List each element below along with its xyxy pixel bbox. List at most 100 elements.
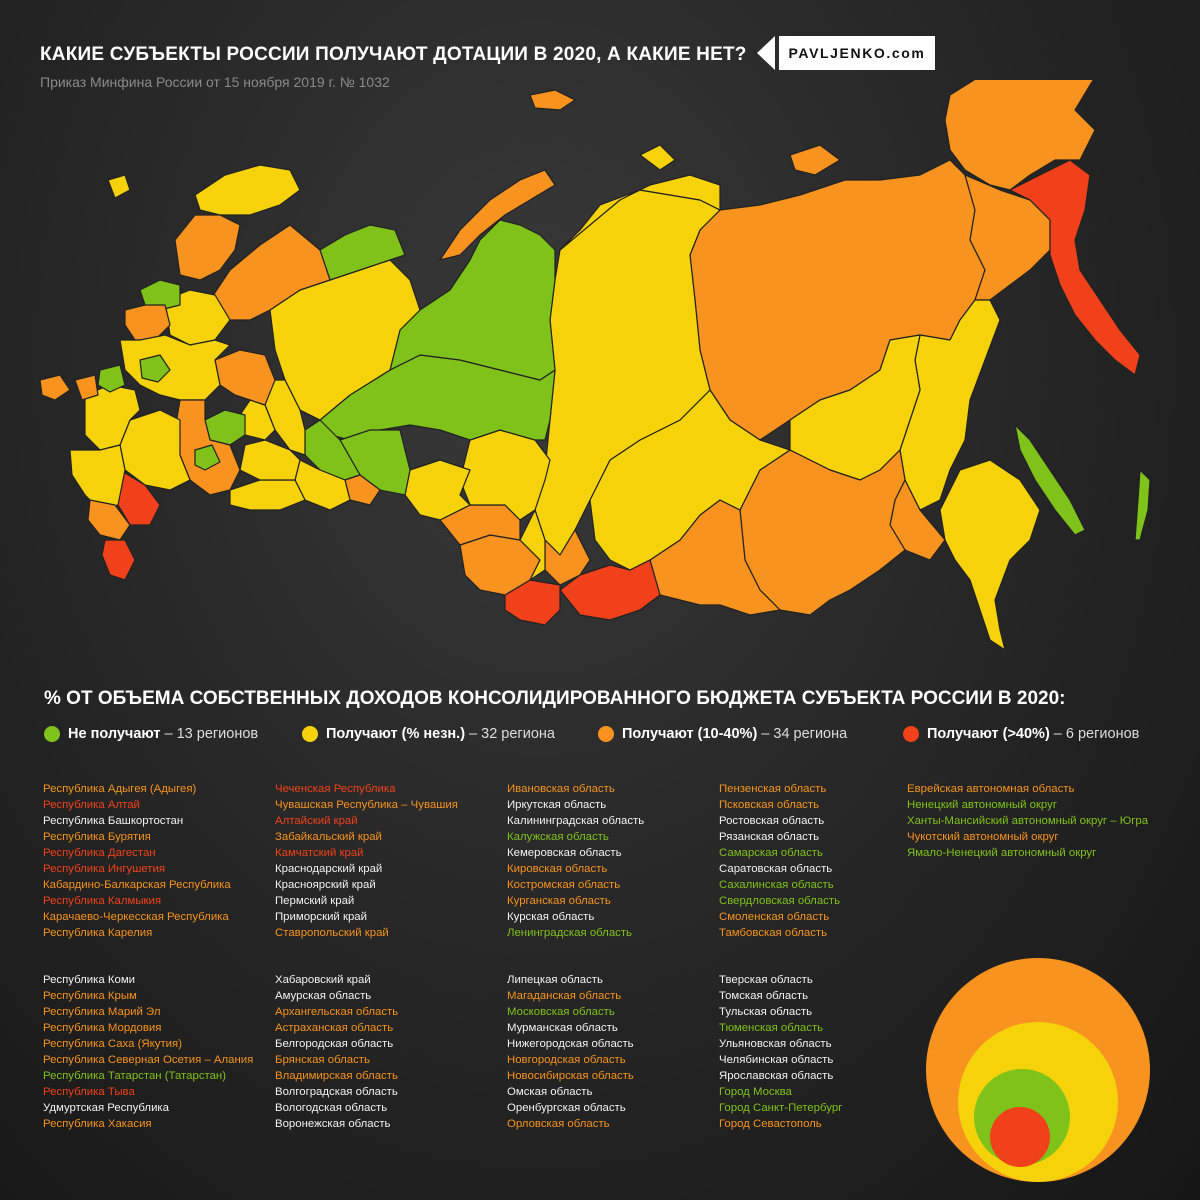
region-list-item: Республика Северная Осетия – Алания [43,1054,254,1066]
map-region-franz-josef [529,89,576,111]
region-list-item: Город Москва [719,1086,792,1098]
region-list-col1a: Республика Адыгея (Адыгея) Республика Алт… [43,781,231,941]
region-list-item: Республика Башкортостан [43,815,184,827]
region-list-item: Красноярский край [275,879,376,891]
region-list-item: Магаданская область [507,990,622,1002]
map-region-bryansk [74,374,99,401]
region-list-item: Кемеровская область [507,847,622,859]
region-list-item: Кабардино-Балкарская Республика [43,879,231,891]
region-list-col4a: Пензенская область Псковская область Росто… [719,781,840,941]
region-list-item: Сахалинская область [719,879,834,891]
yellow-dot-icon [302,726,318,742]
legend-label: Получают (10-40%) [622,726,758,742]
map-region-new-siberian [789,144,841,176]
region-list-item: Амурская область [275,990,372,1002]
map-region-pskov-novgorod [124,304,171,341]
map-region-murmansk [194,164,301,216]
region-list-item: Республика Ингушетия [43,863,166,875]
map-region-taimyr [559,174,721,251]
map-region-rostov [69,444,126,511]
circle-red [990,1107,1050,1167]
legend-count: – 6 регионов [1053,726,1140,742]
region-list-item: Республика Алтай [43,799,140,811]
region-list-item: Самарская область [719,847,823,859]
region-list-item: Республика Мордовия [43,1022,162,1034]
map-region-karelia [174,214,241,281]
legend-item-low: Получают (% незн.) – 32 региона [302,726,555,742]
region-list-item: Владимирская область [275,1070,398,1082]
region-list-col1b: Республика Коми Республика Крым Республика… [43,972,253,1132]
region-list-item: Республика Крым [43,990,137,1002]
region-list-col2b: Хабаровский край Амурская область Архангел… [275,972,398,1132]
region-list-item: Республика Коми [43,974,136,986]
green-dot-icon [44,726,60,742]
map-region-kurils [1134,469,1151,541]
brand-link[interactable]: PAVLJENKO.com [757,36,935,70]
region-list-item: Тверская область [719,974,813,986]
legend-item-none: Не получают – 13 регионов [44,726,258,742]
map-region-samara [194,444,221,471]
page-title: КАКИЕ СУБЪЕКТЫ РОССИИ ПОЛУЧАЮТ ДОТАЦИИ В… [40,44,747,65]
region-list-col4b: Тверская область Томская область Тульская … [719,972,842,1132]
region-list-item: Приморский край [275,911,367,923]
region-list-item: Липецкая область [507,974,603,986]
region-list-item: Омская область [507,1086,593,1098]
region-list-item: Нижегородская область [507,1038,634,1050]
legend-title: % ОТ ОБЪЕМА СОБСТВЕННЫХ ДОХОДОВ КОНСОЛИД… [44,688,1066,709]
region-list-item: Рязанская область [719,831,820,843]
brand-logo: PAVLJENKO.com [779,36,935,70]
region-list-item: Алтайский край [275,815,358,827]
nested-circles-graphic [926,958,1150,1182]
region-list-item: Республика Дагестан [43,847,156,859]
map-region-vologda [164,289,231,346]
map-region-zabaikalsky [739,449,906,616]
region-list-item: Республика Тыва [43,1086,135,1098]
region-list-item: Республика Татарстан (Татарстан) [43,1070,227,1082]
region-list-item: Чеченская Республика [275,783,396,795]
region-list-item: Тамбовская область [719,927,828,939]
region-list-item: Ульяновская область [719,1038,832,1050]
region-list-item: Карачаево-Черкесская Республика [43,911,229,923]
region-list-item: Тюменская область [719,1022,824,1034]
map-region-omsk [404,459,471,521]
region-list-item: Республика Саха (Якутия) [43,1038,182,1050]
map-region-kirov [214,349,276,406]
region-list-item: Архангельская область [275,1006,399,1018]
region-list-item: Ненецкий автономный округ [907,799,1057,811]
region-list-item: Ивановская область [507,783,615,795]
legend-item-mid: Получают (10-40%) – 34 региона [598,726,847,742]
region-list-item: Республика Марий Эл [43,1006,161,1018]
page-subtitle: Приказ Минфина России от 15 ноября 2019 … [40,74,390,90]
legend-count: – 34 региона [761,726,848,742]
brand-arrow-icon [757,36,775,70]
region-list-item: Республика Бурятия [43,831,151,843]
map-region-crimea [39,374,71,401]
region-list-item: Свердловская область [719,895,841,907]
region-list-item: Новосибирская область [507,1070,634,1082]
region-list-item: Тульская область [719,1006,813,1018]
legend-label: Получают (>40%) [927,726,1050,742]
region-list-item: Краснодарский край [275,863,383,875]
region-list-item: Кировская область [507,863,608,875]
region-list-item: Астраханская область [275,1022,394,1034]
region-list-item: Ростовская область [719,815,825,827]
legend-count: – 32 региона [469,726,555,742]
map-region-severnaya-zemlya [639,144,676,171]
region-list-col3a: Ивановская область Иркутская область Калин… [507,781,644,941]
map-region-tyva [559,559,661,621]
map-region-chukotka [944,80,1096,191]
region-list-item: Чувашская Республика – Чувашия [275,799,458,811]
map-region-orenburg [229,479,306,511]
map-region-novaya-zemlya [439,169,556,261]
map-region-nenets [319,224,406,281]
region-list-item: Хабаровский край [275,974,371,986]
region-list-item: Камчатский край [275,847,364,859]
map-region-khakassia [544,529,591,586]
region-list-item: Республика Калмыкия [43,895,162,907]
region-list-item: Калининградская область [507,815,645,827]
region-list-item: Город Санкт-Петербург [719,1102,843,1114]
map-region-dagestan [101,539,136,581]
region-list-item: Воронежская область [275,1118,391,1130]
legend-label: Получают (% незн.) [326,726,466,742]
region-list-item: Республика Хакасия [43,1118,152,1130]
